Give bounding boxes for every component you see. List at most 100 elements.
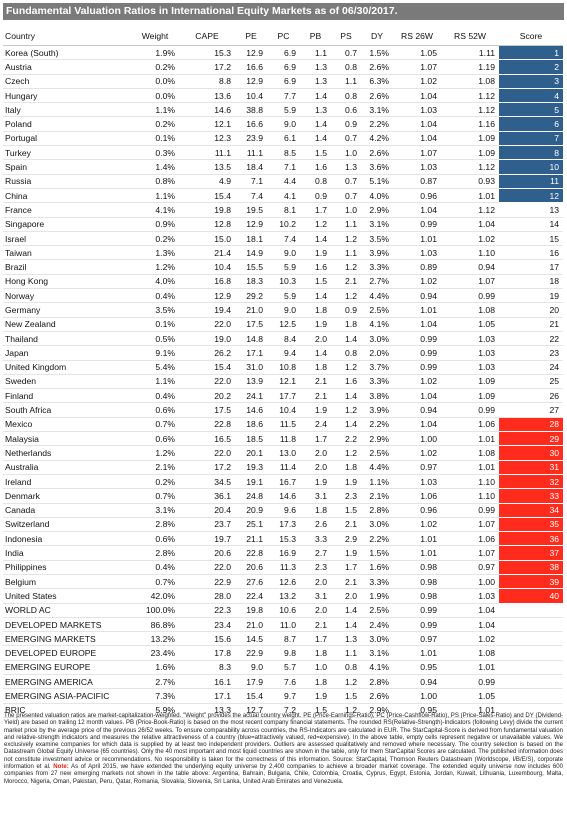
value-cell: 17.3	[267, 517, 300, 533]
value-cell: 19.4	[179, 302, 235, 318]
value-cell: 17.9	[235, 674, 267, 690]
value-cell: 2.0	[300, 460, 331, 475]
value-cell: 12.8	[179, 217, 235, 232]
value-cell: 16.5	[179, 431, 235, 447]
value-cell: 6.9	[267, 45, 300, 61]
value-cell: 17.7	[267, 388, 300, 404]
value-cell: 5.9	[267, 102, 300, 118]
table-row: China 1.1% 15.4 7.4 4.1 0.9 0.7 4.0% 0.96 1.01 12	[3, 188, 563, 204]
value-cell: 21.0	[235, 617, 267, 633]
column-header: Weight	[131, 26, 179, 46]
value-cell: 1.03	[393, 102, 441, 118]
value-cell: 6.9	[267, 59, 300, 75]
score-cell: 17	[499, 259, 563, 275]
value-cell: 1.01	[441, 660, 499, 676]
value-cell: 1.9	[300, 474, 331, 490]
value-cell: 9.0	[267, 116, 300, 132]
value-cell: 1.4	[331, 388, 361, 404]
value-cell: 3.0%	[361, 517, 393, 533]
value-cell: 13.6	[179, 88, 235, 104]
score-cell	[499, 617, 563, 633]
value-cell: 1.5%	[361, 545, 393, 561]
value-cell: 1.07	[393, 145, 441, 161]
value-cell: 2.8%	[131, 545, 179, 561]
table-row: Indonesia 0.6% 19.7 21.1 15.3 3.3 2.9 2.2% 1.01 1…	[3, 531, 563, 547]
value-cell: 4.0%	[131, 274, 179, 290]
table-row: EMERGING EUROPE 1.6% 8.3 9.0 5.7 1.0 0.8 4.1% 0.…	[3, 660, 563, 676]
value-cell: 1.1	[331, 645, 361, 661]
value-cell: 1.00	[393, 431, 441, 447]
value-cell: 1.10	[441, 245, 499, 261]
value-cell: 1.3	[300, 74, 331, 89]
value-cell: 0.3%	[131, 145, 179, 161]
value-cell: 1.09	[441, 131, 499, 147]
value-cell: 7.2	[267, 703, 300, 718]
value-cell: 19.7	[179, 531, 235, 547]
table-row: Singapore 0.9% 12.8 12.9 10.2 1.2 1.1 3.1% 0.99 1…	[3, 217, 563, 232]
value-cell: 0.98	[393, 574, 441, 590]
value-cell: 2.3	[331, 488, 361, 504]
score-cell	[499, 674, 563, 690]
value-cell: 16.7	[267, 474, 300, 490]
value-cell: 1.9	[300, 688, 331, 704]
value-cell: 0.99	[441, 288, 499, 304]
country-cell: Turkey	[3, 145, 131, 161]
value-cell: 2.2%	[361, 417, 393, 433]
value-cell: 0.97	[393, 631, 441, 647]
value-cell: 1.4%	[131, 159, 179, 175]
value-cell: 12.1	[267, 374, 300, 390]
value-cell: 1.06	[393, 488, 441, 504]
value-cell: 0.99	[441, 674, 499, 690]
value-cell: 1.09	[441, 374, 499, 390]
value-cell: 29.2	[235, 288, 267, 304]
score-cell	[499, 631, 563, 647]
value-cell: 2.0	[300, 331, 331, 347]
value-cell: 0.7	[331, 131, 361, 147]
table-row: France 4.1% 19.8 19.5 8.1 1.7 1.0 2.9% 1.04 1.12 1…	[3, 202, 563, 218]
country-cell: Portugal	[3, 131, 131, 147]
country-cell: Canada	[3, 503, 131, 518]
value-cell: 4.4%	[361, 460, 393, 475]
value-cell: 4.2%	[361, 131, 393, 147]
country-cell: United States	[3, 588, 131, 604]
country-cell: Hong Kong	[3, 274, 131, 290]
value-cell: 0.99	[393, 603, 441, 618]
score-cell: 24	[499, 360, 563, 375]
value-cell: 9.0	[267, 245, 300, 261]
value-cell: 0.2%	[131, 116, 179, 132]
value-cell: 27.6	[235, 574, 267, 590]
country-cell: EMERGING AMERICA	[3, 674, 131, 690]
value-cell: 0.9%	[131, 217, 179, 232]
value-cell: 1.01	[441, 460, 499, 475]
value-cell: 6.9	[267, 74, 300, 89]
value-cell: 2.2	[331, 431, 361, 447]
score-cell: 27	[499, 402, 563, 418]
value-cell: 24.1	[235, 388, 267, 404]
value-cell: 2.6%	[361, 88, 393, 104]
score-cell: 40	[499, 588, 563, 604]
value-cell: 1.04	[441, 217, 499, 232]
table-row: Netherlands 1.2% 22.0 20.1 13.0 2.0 1.2 2.5% 1.0…	[3, 445, 563, 461]
value-cell: 1.1	[331, 245, 361, 261]
value-cell: 17.5	[235, 317, 267, 332]
value-cell: 14.8	[235, 331, 267, 347]
score-cell: 33	[499, 488, 563, 504]
table-row: Turkey 0.3% 11.1 11.1 8.5 1.5 1.0 2.6% 1.07 1.09 8	[3, 145, 563, 161]
score-cell: 13	[499, 202, 563, 218]
value-cell: 4.9	[179, 174, 235, 189]
value-cell: 1.04	[393, 88, 441, 104]
value-cell: 1.6	[331, 374, 361, 390]
value-cell: 1.1	[300, 45, 331, 61]
value-cell: 17.1	[179, 688, 235, 704]
footnote-text: The presented valuation ratios are marke…	[4, 713, 563, 771]
value-cell: 2.1	[300, 388, 331, 404]
table-row: EMERGING ASIA-PACIFIC 7.3% 17.1 15.4 9.7 1.9 1…	[3, 688, 563, 704]
table-row: New Zealand 0.1% 22.0 17.5 12.5 1.9 1.8 4.1% 1.0…	[3, 317, 563, 332]
value-cell: 1.8	[300, 674, 331, 690]
value-cell: 0.94	[393, 402, 441, 418]
country-cell: BRIC	[3, 703, 131, 718]
value-cell: 14.9	[235, 245, 267, 261]
value-cell: 25.1	[235, 517, 267, 533]
value-cell: 100.0%	[131, 603, 179, 618]
